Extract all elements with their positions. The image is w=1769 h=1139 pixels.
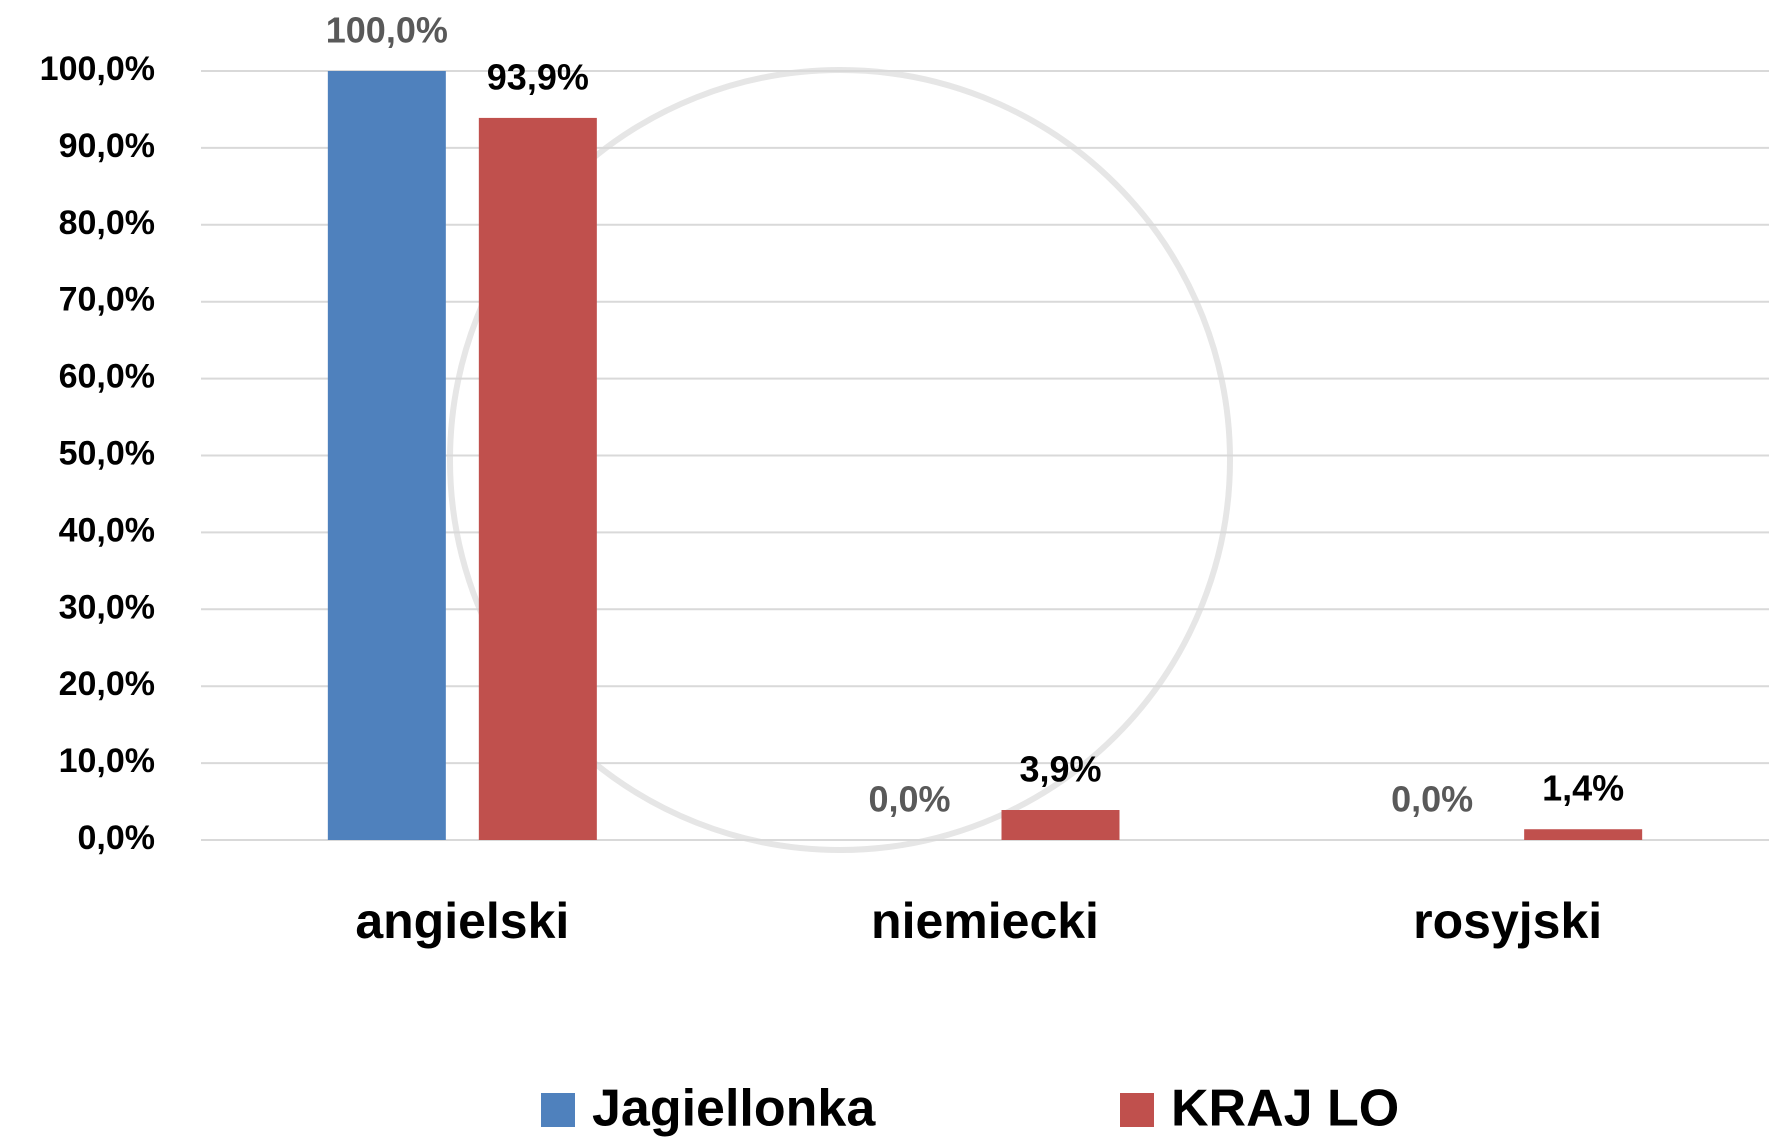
value-label: 100,0% [326, 10, 448, 51]
bar [1002, 810, 1120, 840]
y-tick-label: 70,0% [59, 281, 155, 319]
y-tick-label: 0,0% [78, 819, 156, 857]
bar [479, 118, 597, 840]
value-label: 0,0% [1391, 779, 1473, 820]
chart: 0,0% 10,0% 20,0% 30,0% 40,0% 50,0% 60,0% 70,0% 8… [0, 0, 1769, 1139]
x-tick-label: niemiecki [871, 893, 1099, 949]
x-tick-label: angielski [355, 893, 569, 949]
value-label: 1,4% [1542, 768, 1624, 809]
value-label: 93,9% [487, 56, 589, 97]
legend-label: KRAJ LO [1171, 1080, 1399, 1138]
x-tick-label: rosyjski [1413, 893, 1602, 949]
y-tick-label: 100,0% [40, 50, 155, 88]
y-tick-label: 90,0% [59, 127, 155, 165]
y-tick-label: 80,0% [59, 204, 155, 242]
value-label: 0,0% [868, 779, 950, 820]
y-tick-label: 40,0% [59, 511, 155, 549]
y-tick-label: 30,0% [59, 588, 155, 626]
value-label: 3,9% [1019, 749, 1101, 790]
legend-label: Jagiellonka [592, 1080, 876, 1138]
legend-swatch [1120, 1093, 1154, 1127]
y-tick-label: 60,0% [59, 358, 155, 396]
bar [1524, 829, 1642, 840]
y-tick-label: 20,0% [59, 665, 155, 703]
y-tick-label: 10,0% [59, 742, 155, 780]
y-tick-label: 50,0% [59, 434, 155, 472]
bar [328, 71, 446, 840]
legend-swatch [541, 1093, 575, 1127]
